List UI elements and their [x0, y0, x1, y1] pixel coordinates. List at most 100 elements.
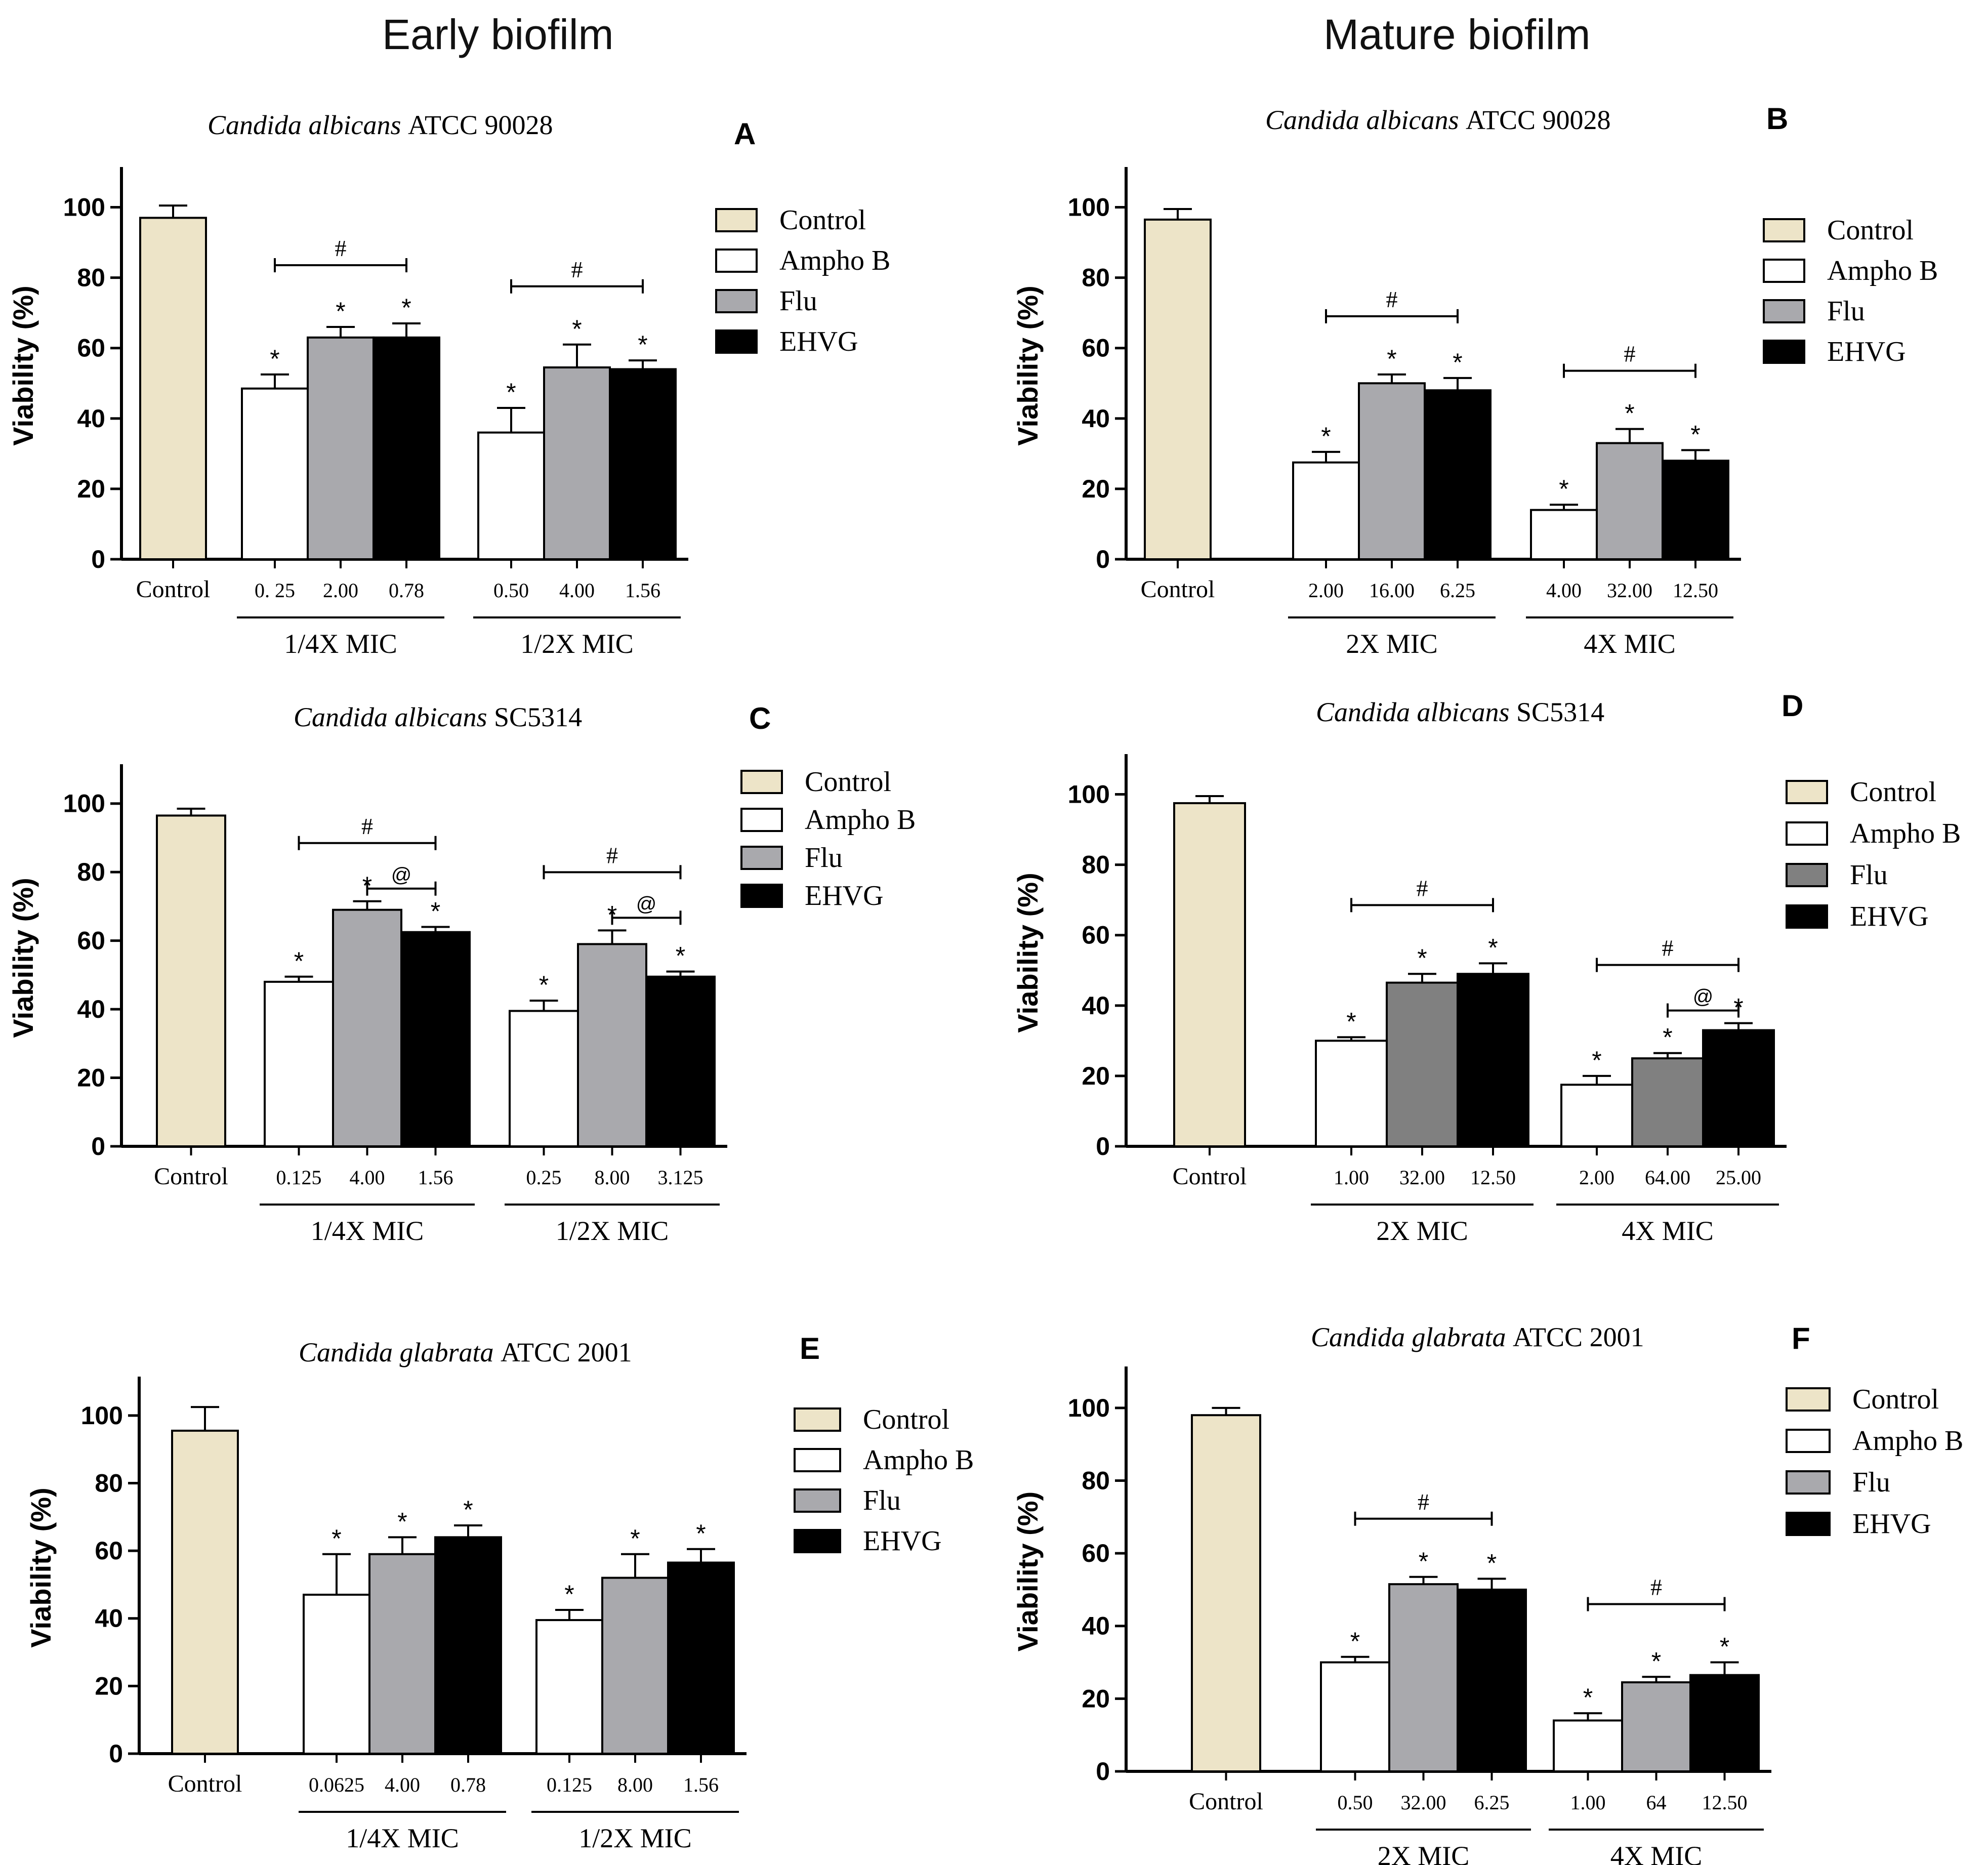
x-tick-label-concentration: 0.125 [547, 1773, 592, 1796]
y-tick-label: 80 [77, 264, 105, 292]
chart-b: Candida albicans ATCC 90028 B 0 20 40 60 80 100… [1012, 102, 1938, 659]
legend-swatch [1763, 259, 1805, 283]
legend-label: Flu [1827, 296, 1865, 327]
column-title-mature: Mature biofilm [1323, 11, 1591, 58]
x-tick-label-concentration: 2.00 [1308, 579, 1344, 602]
significance-star: * [401, 294, 411, 322]
bar-ampho-b [264, 980, 334, 1148]
bar-flu [601, 1577, 669, 1755]
x-tick-label-concentration: 64 [1646, 1791, 1667, 1814]
significance-star: * [294, 947, 304, 975]
at-marker: @ [391, 864, 412, 886]
significance-star: * [564, 1580, 574, 1608]
significance-star: * [397, 1507, 407, 1536]
bar-ampho-b [303, 1593, 370, 1755]
bar-control [156, 814, 226, 1147]
bar-ampho-b [1315, 1040, 1388, 1148]
x-tick-label-concentration: 1.00 [1570, 1791, 1606, 1814]
y-tick-label: 60 [1082, 1539, 1110, 1567]
y-tick-label: 0 [1096, 545, 1110, 573]
legend-swatch [794, 1488, 841, 1513]
x-tick-label-control: Control [154, 1163, 228, 1190]
legend-swatch [1763, 218, 1805, 242]
significance-star: * [676, 942, 685, 970]
bar-ehvg [372, 336, 440, 560]
y-tick-label: 100 [1068, 193, 1110, 222]
legend-swatch [1786, 1429, 1831, 1453]
x-tick-label-concentration: 25.00 [1716, 1166, 1761, 1189]
at-marker: @ [636, 893, 657, 915]
significance-star: * [638, 330, 647, 359]
significance-star: * [1419, 1547, 1428, 1576]
significance-star: * [1690, 420, 1700, 448]
significance-star: * [1663, 1023, 1672, 1052]
chart-title-species: Candida albicans [1265, 105, 1466, 135]
chart-title-strain: SC5314 [494, 702, 582, 732]
group-label: 2X MIC [1376, 1216, 1468, 1246]
y-axis-label: Viability (%) [1012, 873, 1044, 1032]
y-tick-label: 60 [95, 1537, 123, 1565]
y-tick-label: 80 [1082, 851, 1110, 879]
x-tick-label-concentration: 2.00 [1579, 1166, 1614, 1189]
x-tick-label-concentration: 6.25 [1440, 579, 1475, 602]
bar-control [139, 217, 207, 560]
significance-star: * [1488, 933, 1498, 962]
y-tick-label: 100 [1068, 1394, 1110, 1422]
chart-title-species: Candida albicans [1316, 697, 1516, 727]
bar-flu [1386, 981, 1459, 1147]
chart-title-strain: ATCC 90028 [408, 110, 553, 140]
bar-flu [1621, 1681, 1691, 1773]
bar-ampho-b [477, 431, 545, 560]
legend-label: Flu [779, 285, 817, 317]
bar-control [1173, 802, 1246, 1147]
at-marker: @ [1693, 986, 1714, 1008]
bar-ampho-b [509, 1010, 579, 1148]
legend-swatch [794, 1407, 841, 1432]
hash-marker: # [1650, 1574, 1662, 1600]
legend-label: EHVG [805, 880, 884, 911]
chart-title: Candida albicans ATCC 90028 [208, 110, 553, 140]
y-tick-label: 100 [63, 193, 105, 222]
y-tick-label: 40 [77, 995, 105, 1023]
hash-marker: # [1417, 875, 1428, 901]
y-tick-label: 40 [1082, 991, 1110, 1020]
legend-swatch [740, 846, 783, 870]
y-tick-label: 20 [1082, 1062, 1110, 1090]
x-tick-label-concentration: 1.56 [418, 1166, 453, 1189]
group-label: 1/4X MIC [284, 629, 397, 659]
y-tick-label: 80 [1082, 1466, 1110, 1495]
y-tick-label: 20 [1082, 1684, 1110, 1713]
chart-a: Candida albicans ATCC 90028 A 0 20 40 60 80 100… [7, 110, 890, 659]
y-tick-label: 60 [1082, 921, 1110, 949]
panel-letter: B [1766, 102, 1788, 136]
hash-marker: # [1662, 935, 1674, 961]
legend-label: EHVG [1850, 901, 1929, 932]
x-tick-label-concentration: 0.50 [493, 579, 529, 602]
x-tick-label-concentration: 0.25 [526, 1166, 562, 1189]
x-tick-label-concentration: 8.00 [617, 1773, 653, 1796]
legend-swatch [740, 808, 783, 832]
chart-e: Candida glabrata ATCC 2001 E 0 20 40 60 80 100 V… [25, 1332, 974, 1853]
significance-star: * [1346, 1007, 1356, 1035]
legend-label: Ampho B [805, 804, 916, 836]
hash-marker: # [1386, 286, 1398, 312]
significance-star: * [1651, 1647, 1661, 1675]
group-label: 4X MIC [1584, 629, 1676, 659]
legend-label: EHVG [1827, 336, 1906, 367]
bar-ehvg [1457, 1588, 1527, 1773]
x-tick-label-concentration: 4.00 [385, 1773, 420, 1796]
x-tick-label-concentration: 12.50 [1673, 579, 1718, 602]
legend-label: Ampho B [1827, 255, 1938, 286]
significance-star: * [1720, 1633, 1729, 1661]
x-tick-label-concentration: 0.125 [276, 1166, 322, 1189]
chart-title-species: Candida albicans [294, 702, 494, 732]
x-tick-label-concentration: 4.00 [1546, 579, 1582, 602]
chart-title-strain: ATCC 2001 [501, 1337, 632, 1367]
group-label: 2X MIC [1346, 629, 1438, 659]
bar-ampho-b [1292, 461, 1360, 560]
y-tick-label: 40 [95, 1604, 123, 1633]
legend-label: Control [1827, 215, 1914, 246]
legend-label: Flu [1850, 859, 1888, 891]
legend-label: Control [1852, 1384, 1939, 1415]
